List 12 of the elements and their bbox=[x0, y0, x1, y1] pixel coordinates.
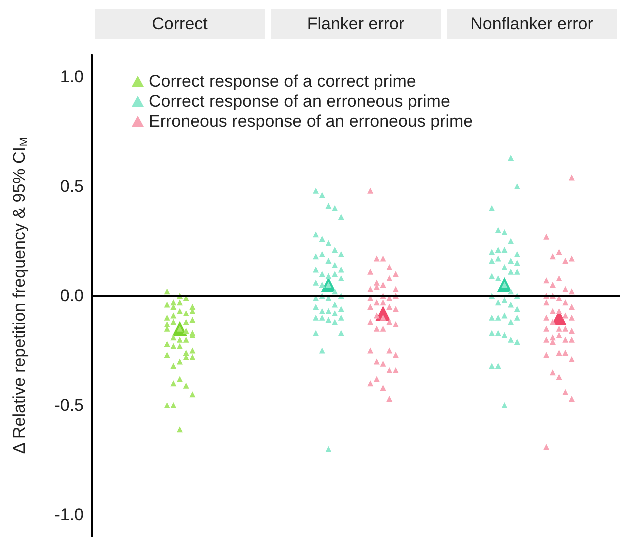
y-tick-label: 0.0 bbox=[60, 286, 84, 306]
y-axis-title: Δ Relative repetition frequency & 95% CIM bbox=[10, 137, 30, 454]
x-tick-label: Correct bbox=[152, 14, 208, 34]
legend-label: Correct response of an erroneous prime bbox=[149, 92, 450, 111]
y-tick-label: 0.5 bbox=[60, 176, 84, 196]
legend-label: Correct response of a correct prime bbox=[149, 72, 416, 91]
y-tick-label: 1.0 bbox=[60, 67, 84, 86]
x-tick-label: Flanker error bbox=[307, 14, 405, 34]
y-tick-label: -0.5 bbox=[54, 396, 84, 416]
y-tick-label: -1.0 bbox=[54, 506, 84, 525]
x-tick-label: Nonflanker error bbox=[470, 14, 594, 34]
legend-label: Erroneous response of an erroneous prime bbox=[149, 112, 474, 131]
